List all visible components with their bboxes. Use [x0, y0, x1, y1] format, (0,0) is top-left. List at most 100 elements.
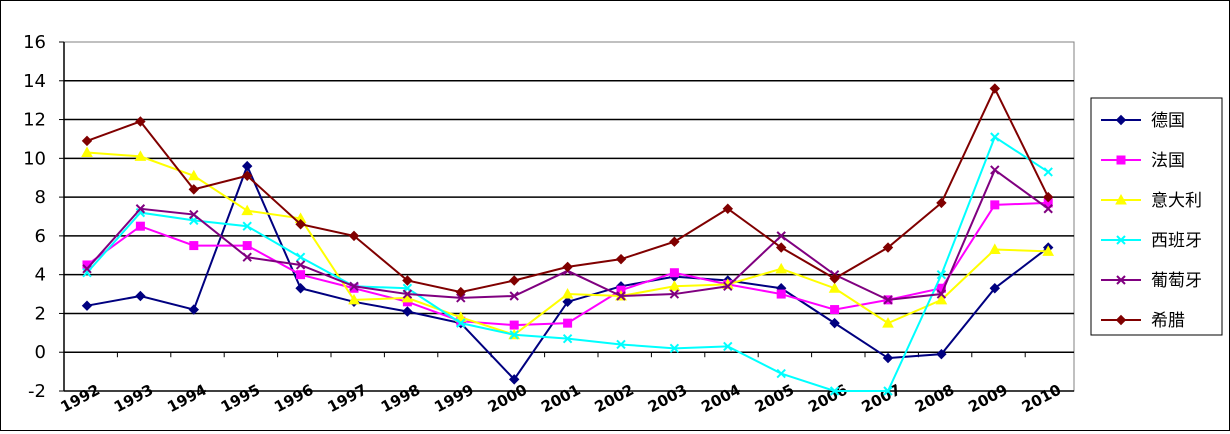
- marker-stroke: [242, 252, 252, 262]
- marker-stroke: [242, 221, 252, 231]
- data-point: [402, 289, 413, 299]
- data-point: [669, 236, 680, 247]
- data-point: [241, 204, 254, 216]
- legend-label: 德国: [1151, 111, 1185, 131]
- marker-stroke: [776, 231, 786, 241]
- data-point: [81, 300, 93, 311]
- data-point: [562, 261, 573, 273]
- data-point: [135, 204, 146, 214]
- data-point: [1042, 245, 1055, 256]
- data-point: [776, 231, 786, 241]
- legend-swatch-marker: [1116, 275, 1126, 285]
- data-point: [455, 286, 467, 298]
- data-point: [775, 242, 787, 253]
- data-point: [723, 341, 733, 352]
- data-point: [776, 368, 786, 379]
- marker-stroke: [456, 293, 466, 303]
- legend-label: 意大利: [1151, 191, 1202, 211]
- legend-swatch-marker: [1116, 235, 1126, 245]
- data-point: [830, 305, 840, 315]
- legend-label: 西班牙: [1151, 231, 1202, 251]
- data-point: [828, 282, 841, 293]
- data-point: [882, 317, 894, 328]
- y-tick-label: 12: [23, 110, 46, 131]
- data-point: [508, 275, 520, 286]
- data-point: [82, 264, 92, 274]
- data-point: [509, 320, 519, 330]
- marker-stroke: [82, 268, 92, 278]
- data-point: [134, 150, 147, 161]
- data-point: [936, 289, 947, 299]
- data-point: [776, 289, 786, 299]
- legend-entry-3: 西班牙: [1101, 231, 1202, 251]
- data-point: [723, 281, 733, 292]
- series-group: [81, 83, 1055, 396]
- data-point: [936, 348, 947, 360]
- data-point: [935, 293, 948, 305]
- marker-stroke: [402, 289, 413, 299]
- marker-stroke: [616, 291, 626, 301]
- marker-stroke: [990, 132, 1000, 142]
- marker-stroke: [509, 330, 519, 340]
- marker-stroke: [1116, 275, 1126, 285]
- legend-swatch-marker: [1116, 155, 1126, 165]
- data-point: [990, 132, 1000, 142]
- marker-stroke: [883, 386, 893, 396]
- data-point: [562, 296, 573, 308]
- series-5: [81, 83, 1054, 298]
- marker-stroke: [135, 204, 146, 214]
- marker-stroke: [82, 264, 92, 274]
- data-point: [241, 170, 253, 181]
- legend-swatch-marker: [1115, 114, 1127, 126]
- data-point: [296, 270, 306, 280]
- series-2: [81, 146, 1055, 340]
- y-tick-label: 6: [35, 226, 46, 247]
- data-point: [989, 283, 1001, 294]
- legend-label: 葡萄牙: [1151, 271, 1202, 291]
- series-0: [81, 160, 1054, 385]
- marker-stroke: [829, 386, 840, 396]
- data-point: [509, 291, 519, 301]
- data-point: [936, 197, 947, 209]
- legend-label: 法国: [1151, 151, 1185, 171]
- data-point: [295, 219, 306, 230]
- y-tick-label: 8: [35, 187, 46, 208]
- data-point: [81, 135, 93, 147]
- data-point: [990, 165, 1000, 175]
- data-point: [616, 339, 626, 350]
- y-tick-label: 16: [23, 32, 46, 53]
- data-point: [188, 304, 200, 315]
- data-point: [187, 169, 200, 181]
- data-point: [295, 252, 306, 262]
- data-point: [1043, 167, 1053, 177]
- y-tick-label: 14: [23, 71, 46, 92]
- data-point: [829, 317, 840, 329]
- data-point: [883, 386, 893, 396]
- marker-stroke: [776, 368, 786, 379]
- data-point: [348, 293, 360, 305]
- marker-stroke: [562, 333, 573, 344]
- data-point: [829, 386, 840, 396]
- legend-swatch-marker: [1115, 193, 1127, 205]
- data-point: [1043, 204, 1053, 214]
- data-point: [615, 253, 627, 265]
- data-point: [402, 275, 413, 286]
- data-point: [82, 268, 92, 278]
- marker-stroke: [616, 339, 626, 350]
- marker-stroke: [936, 289, 947, 299]
- marker-stroke: [669, 343, 680, 354]
- y-tick-label: 2: [35, 303, 46, 324]
- data-point: [81, 146, 93, 158]
- data-point: [990, 200, 1000, 210]
- data-point: [883, 295, 893, 305]
- data-point: [295, 260, 306, 270]
- data-point: [135, 290, 146, 302]
- data-point: [402, 306, 413, 317]
- data-point: [348, 230, 360, 242]
- y-axis: -2 0 2 4 6 8 10 12 14 16: [23, 32, 65, 402]
- marker-stroke: [990, 165, 1000, 175]
- data-point: [988, 243, 1001, 254]
- data-point: [189, 241, 199, 251]
